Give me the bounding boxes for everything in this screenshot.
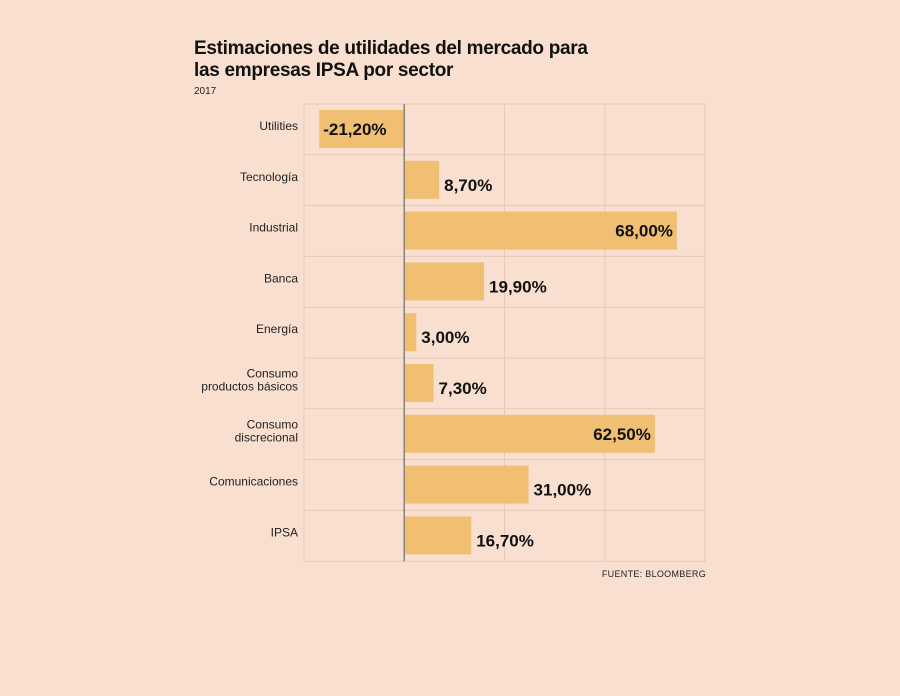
bar: [404, 465, 529, 504]
category-label-line: Energía: [256, 322, 298, 336]
category-label: Tecnología: [240, 170, 298, 184]
data-label: 8,70%: [444, 176, 492, 195]
category-label-line: Tecnología: [240, 170, 298, 184]
category-label: Consumo productos básicos: [201, 367, 298, 394]
category-label-line: Consumo: [247, 417, 299, 431]
category-label: Comunicaciones: [209, 475, 298, 489]
bar: [404, 414, 655, 453]
category-label-line: productos básicos: [201, 380, 298, 394]
category-label-line: Banca: [264, 271, 298, 285]
data-label: 16,70%: [476, 531, 534, 550]
bar: [319, 110, 405, 148]
source-note: FUENTE: BLOOMBERG: [601, 569, 706, 579]
data-label: 31,00%: [534, 481, 592, 500]
category-label: Energía: [256, 322, 298, 336]
bar: [404, 211, 677, 250]
category-label-line: Industrial: [249, 221, 298, 235]
bar: [404, 364, 434, 402]
data-label: -21,20%: [323, 120, 386, 139]
category-label-line: IPSA: [271, 525, 298, 539]
category-label: IPSA: [271, 525, 298, 539]
category-label-line: Utilities: [259, 119, 298, 133]
category-label: Consumo discrecional: [235, 417, 299, 444]
data-label: 3,00%: [421, 328, 469, 347]
category-label: Banca: [264, 271, 298, 285]
chart-title: Estimaciones de utilidades del mercado p…: [194, 38, 588, 81]
data-label: 62,50%: [593, 425, 651, 444]
data-label: 68,00%: [615, 222, 673, 241]
category-label-line: discrecional: [235, 430, 298, 444]
category-label-line: Comunicaciones: [209, 475, 298, 489]
bar: [404, 313, 417, 352]
data-label: 7,30%: [439, 379, 487, 398]
data-label: 19,90%: [489, 277, 547, 296]
bar: [404, 262, 485, 301]
category-label-line: Consumo: [247, 367, 299, 381]
bar: [404, 160, 440, 199]
category-label: Utilities: [259, 119, 298, 133]
chart-subtitle: 2017: [194, 86, 217, 97]
bar: [404, 516, 472, 555]
category-label: Industrial: [249, 221, 298, 235]
